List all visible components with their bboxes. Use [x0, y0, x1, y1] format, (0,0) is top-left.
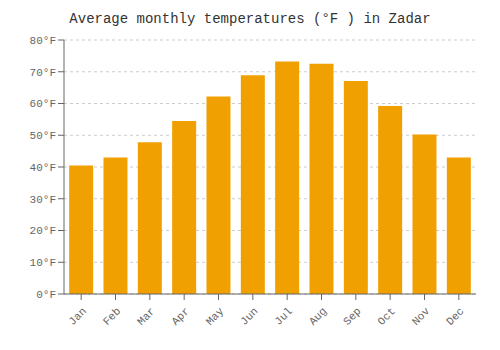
- svg-text:Aug: Aug: [307, 305, 329, 327]
- svg-text:Jun: Jun: [238, 305, 260, 327]
- svg-text:Jul: Jul: [272, 305, 294, 327]
- svg-text:Oct: Oct: [375, 305, 397, 327]
- svg-text:May: May: [204, 305, 227, 328]
- svg-text:70°F: 70°F: [30, 67, 56, 79]
- svg-text:Sep: Sep: [341, 305, 363, 327]
- svg-text:Dec: Dec: [444, 305, 466, 327]
- svg-text:30°F: 30°F: [30, 194, 56, 206]
- svg-text:0°F: 0°F: [36, 289, 56, 301]
- svg-text:80°F: 80°F: [30, 35, 56, 47]
- svg-text:20°F: 20°F: [30, 225, 56, 237]
- svg-text:Apr: Apr: [169, 305, 191, 327]
- svg-text:10°F: 10°F: [30, 257, 56, 269]
- svg-text:Feb: Feb: [101, 305, 123, 327]
- svg-text:Nov: Nov: [410, 305, 433, 328]
- svg-text:40°F: 40°F: [30, 162, 56, 174]
- svg-text:60°F: 60°F: [30, 98, 56, 110]
- svg-text:Jan: Jan: [66, 305, 88, 327]
- svg-text:50°F: 50°F: [30, 130, 56, 142]
- svg-text:Mar: Mar: [135, 305, 157, 327]
- html-text:Average monthly temperatures (: Average monthly temperatures (°F ) in Za…: [69, 11, 431, 27]
